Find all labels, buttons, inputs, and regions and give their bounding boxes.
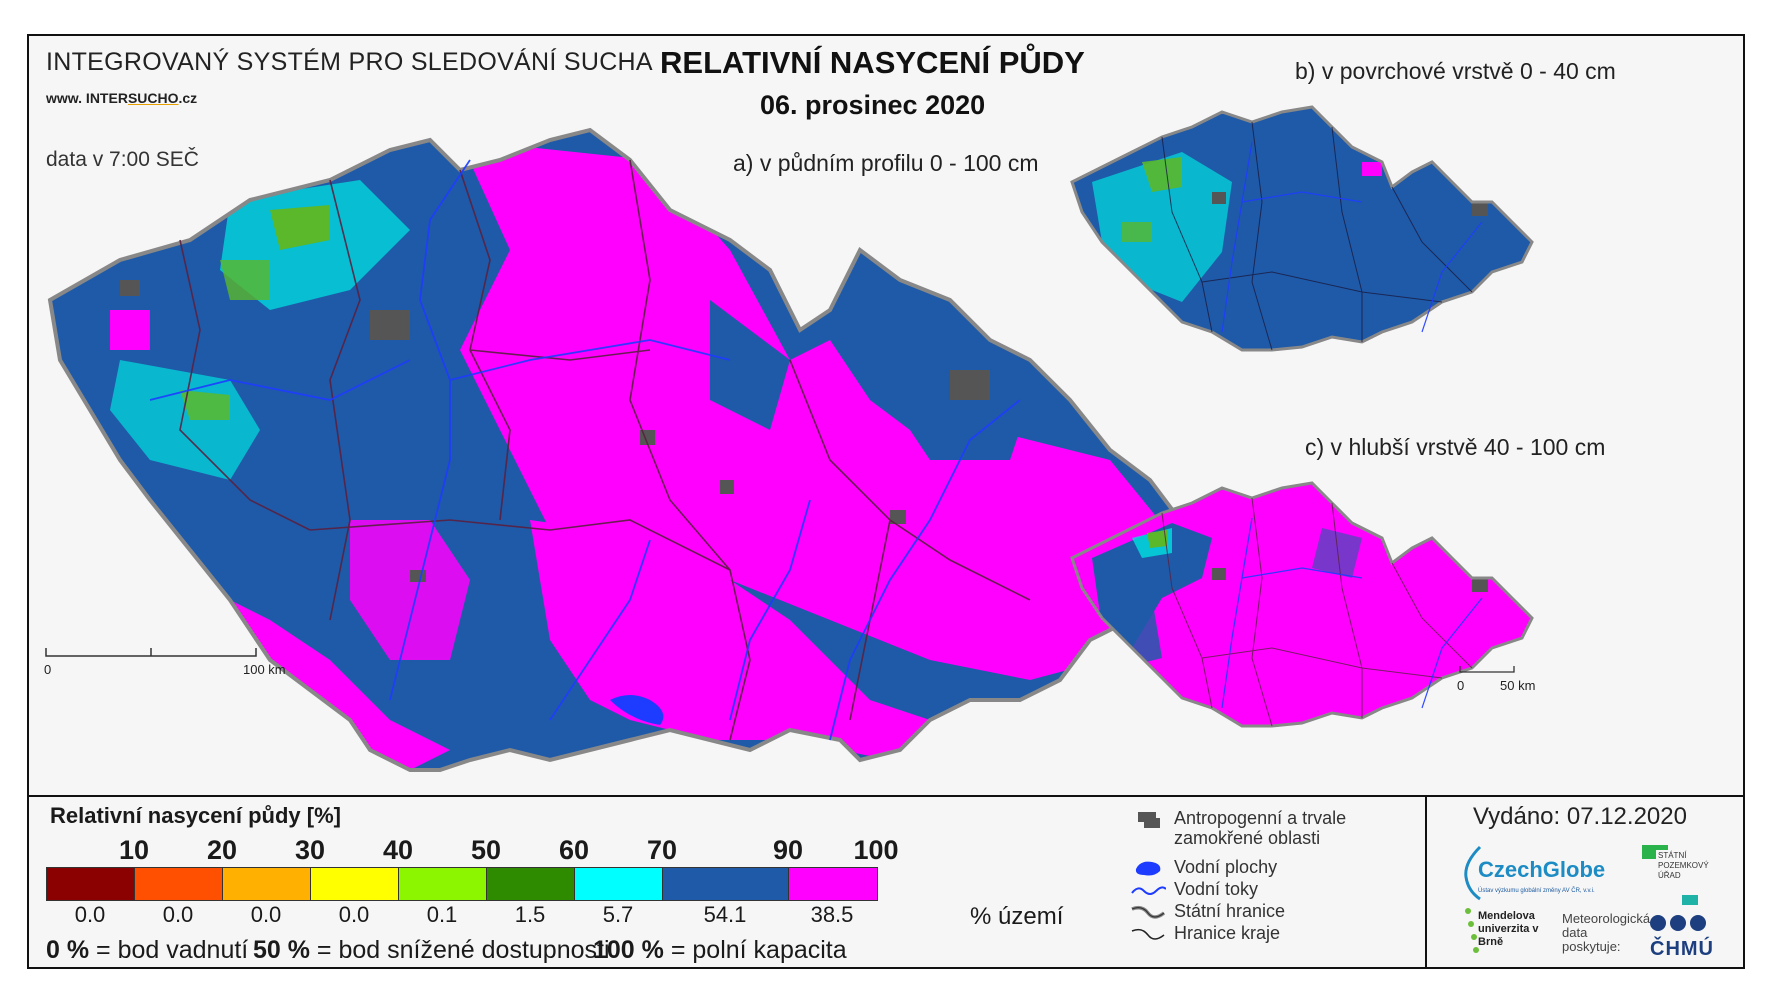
- legend-share-value: 54.1: [703, 902, 747, 927]
- legend-swatch: [789, 868, 877, 900]
- legend-share-value: 0.0: [250, 902, 282, 927]
- legend-swatch: [223, 868, 311, 900]
- legend-swatch: [663, 868, 789, 900]
- legend-share-value: 0.0: [74, 902, 106, 927]
- legend-threshold-label: 40: [382, 835, 414, 865]
- legend-share-value: 1.5: [514, 902, 546, 927]
- map-date: 06. prosinec 2020: [760, 90, 986, 120]
- issued-date: Vydáno: 07.12.2020: [1473, 803, 1687, 830]
- key-water-bodies: Vodní plochy: [1130, 857, 1277, 879]
- legend-share-value: 0.0: [162, 902, 194, 927]
- key-region-border: Hranice kraje: [1130, 923, 1280, 945]
- legend-swatch: [47, 868, 135, 900]
- czechglobe-logo-icon: [1464, 845, 1482, 901]
- water-body-icon: [1135, 861, 1161, 876]
- legend-swatch: [135, 868, 223, 900]
- legend-share-value: 0.0: [338, 902, 370, 927]
- footer-divider: [1425, 795, 1427, 969]
- share-unit: % území: [970, 903, 1064, 930]
- legend-threshold-label: 10: [118, 835, 150, 865]
- legend-definition: 50 % = bod snížené dostupnosti: [253, 936, 610, 964]
- chmu-logo-icon: [1650, 915, 1706, 931]
- legend-definition: 100 % = polní kapacita: [593, 936, 847, 964]
- system-title: INTEGROVANÝ SYSTÉM PRO SLEDOVÁNÍ SUCHA: [46, 48, 653, 76]
- legend-threshold-label: 60: [558, 835, 590, 865]
- region-border-icon: [1131, 928, 1165, 940]
- legend-definition: 0 % = bod vadnutí: [46, 936, 249, 964]
- river-icon: [1131, 886, 1166, 895]
- legend-threshold-label: 100: [853, 835, 899, 865]
- map-c-label: c) v hlubší vrstvě 40 - 100 cm: [1305, 434, 1606, 460]
- legend-share-value: 38.5: [810, 902, 854, 927]
- legend-swatch: [487, 868, 575, 900]
- legend-title: Relativní nasycení půdy [%]: [50, 803, 341, 828]
- meteo-label: Meteorologická data poskytuje:: [1562, 911, 1651, 954]
- czechglobe-sublabel: Ústav výzkumu globální změny AV ČR, v.v.…: [1478, 888, 1595, 894]
- key-rivers: Vodní toky: [1130, 879, 1258, 901]
- website-url[interactable]: www. INTERSUCHO.cz: [46, 90, 198, 106]
- legend-divider: [27, 795, 1745, 797]
- map-surface-layer: [1070, 105, 1534, 352]
- legend-threshold-label: 50: [470, 835, 502, 865]
- map-main-soil-profile: [45, 127, 1203, 772]
- legend-threshold-label: 30: [294, 835, 326, 865]
- legend-swatch: [399, 868, 487, 900]
- czechglobe-label: CzechGlobe: [1478, 857, 1606, 882]
- legend-color-bar: [46, 867, 878, 901]
- spu-logo-icon: [1642, 845, 1698, 905]
- spu-label: STÁTNÍ POZEMKOVÝ ÚŘAD: [1658, 851, 1709, 880]
- scale-bar-small: [1459, 666, 1515, 673]
- map-b-label: b) v povrchové vrstvě 0 - 40 cm: [1295, 58, 1616, 84]
- legend-threshold-label: 90: [772, 835, 804, 865]
- legend-threshold-label: 20: [206, 835, 238, 865]
- legend-share-value: 5.7: [602, 902, 634, 927]
- legend-swatch: [311, 868, 399, 900]
- mendel-logo-icon: [1465, 908, 1479, 953]
- map-deeper-layer: [1070, 481, 1534, 728]
- scale-small-zero: 0: [1457, 678, 1465, 693]
- mendel-label: Mendelova univerzita v Brně: [1478, 910, 1539, 948]
- scale-main-end: 100 km: [243, 662, 286, 677]
- chmu-label: ČHMÚ: [1650, 938, 1714, 960]
- legend-threshold-label: 70: [646, 835, 678, 865]
- scale-small-end: 50 km: [1500, 678, 1536, 693]
- state-border-icon: [1131, 905, 1166, 919]
- map-a-label: a) v půdním profilu 0 - 100 cm: [733, 150, 1039, 176]
- data-time: data v 7:00 SEČ: [46, 148, 199, 171]
- key-anthropogenic: Antropogenní a trvale zamokřené oblasti: [1130, 808, 1374, 848]
- scale-bar-main: [45, 648, 257, 657]
- scale-main-zero: 0: [44, 662, 52, 677]
- page-title: RELATIVNÍ NASYCENÍ PŮDY: [660, 45, 1085, 80]
- key-state-border: Státní hranice: [1130, 901, 1285, 923]
- anthropogenic-area-icon: [1138, 812, 1160, 828]
- legend-share-value: 0.1: [426, 902, 458, 927]
- legend-swatch: [575, 868, 663, 900]
